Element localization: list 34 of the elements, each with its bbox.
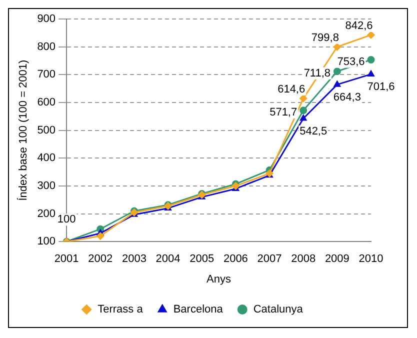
y-axis-title: Índex base 100 (100 = 2001) — [16, 60, 30, 201]
y-tick-label: 600 — [37, 96, 56, 109]
legend-label: Barcelona — [173, 304, 224, 316]
x-tick-label: 2010 — [358, 253, 384, 266]
data-label: 799,8 — [311, 32, 339, 44]
data-label: 701,6 — [367, 81, 395, 94]
x-axis-title: Anys — [206, 273, 232, 286]
data-label: 664,3 — [333, 92, 361, 104]
y-tick-label: 900 — [37, 13, 56, 26]
data-label: 753,6 — [337, 56, 365, 68]
data-label: 842,6 — [345, 20, 373, 32]
y-tick-label: 500 — [37, 124, 56, 136]
x-tick-label: 2004 — [156, 253, 180, 266]
data-label: 614,6 — [278, 83, 306, 96]
y-tick-label: 400 — [37, 152, 56, 164]
legend-label: Terrass a — [98, 304, 144, 316]
x-tick-label: 2006 — [223, 253, 248, 266]
y-tick-label: 200 — [37, 208, 56, 220]
data-label: 542,5 — [300, 126, 328, 138]
x-tick-label: 2003 — [122, 253, 146, 266]
x-tick-label: 2005 — [190, 253, 214, 266]
y-tick-label: 100 — [37, 236, 56, 248]
data-label: 571,7 — [270, 106, 298, 118]
x-tick-label: 2002 — [88, 253, 113, 266]
x-tick-label: 2007 — [257, 253, 282, 266]
y-tick-label: 800 — [37, 40, 56, 53]
x-tick-label: 2001 — [54, 253, 79, 266]
x-tick-label: 2008 — [291, 253, 316, 266]
data-label: 100 — [57, 214, 76, 226]
y-tick-label: 300 — [37, 180, 56, 192]
legend-label: Catalunya — [253, 304, 304, 316]
x-tick-label: 2009 — [324, 253, 350, 266]
data-label: 711,8 — [304, 67, 331, 80]
y-tick-label: 700 — [37, 68, 56, 81]
